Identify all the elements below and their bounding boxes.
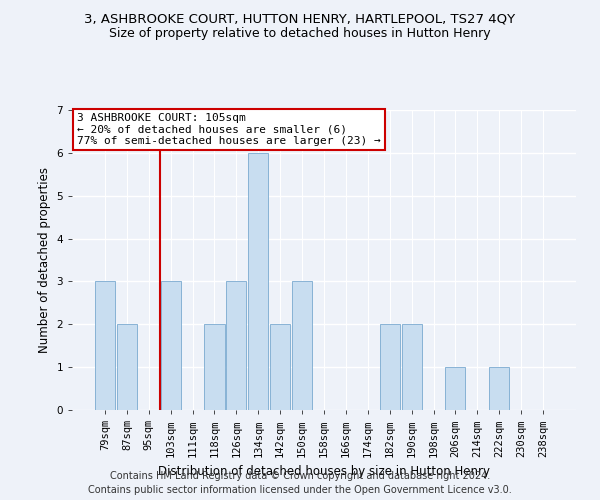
Text: 3, ASHBROOKE COURT, HUTTON HENRY, HARTLEPOOL, TS27 4QY: 3, ASHBROOKE COURT, HUTTON HENRY, HARTLE… (85, 12, 515, 26)
Bar (380, 324, 400, 410)
Bar (401, 324, 422, 410)
Bar (489, 367, 509, 410)
X-axis label: Distribution of detached houses by size in Hutton Henry: Distribution of detached houses by size … (158, 465, 490, 478)
Bar (161, 282, 181, 410)
Text: Contains HM Land Registry data © Crown copyright and database right 2024.
Contai: Contains HM Land Registry data © Crown c… (88, 471, 512, 495)
Text: 3 ASHBROOKE COURT: 105sqm
← 20% of detached houses are smaller (6)
77% of semi-d: 3 ASHBROOKE COURT: 105sqm ← 20% of detac… (77, 113, 381, 146)
Text: Size of property relative to detached houses in Hutton Henry: Size of property relative to detached ho… (109, 28, 491, 40)
Bar (226, 282, 247, 410)
Bar (117, 324, 137, 410)
Bar (292, 282, 312, 410)
Bar (445, 367, 466, 410)
Bar (95, 282, 115, 410)
Bar (205, 324, 224, 410)
Bar (248, 153, 268, 410)
Y-axis label: Number of detached properties: Number of detached properties (38, 167, 51, 353)
Bar (270, 324, 290, 410)
